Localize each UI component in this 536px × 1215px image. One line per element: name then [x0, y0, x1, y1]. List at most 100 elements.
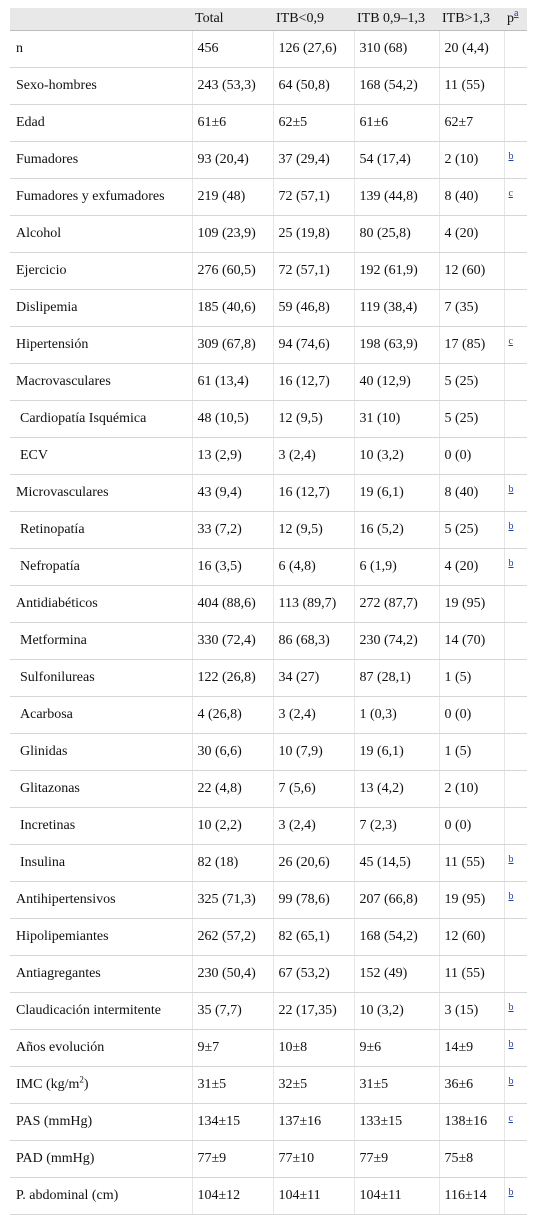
- table-body: n 456 126 (27,6) 310 (68) 20 (4,4) Sexo-hombr…: [10, 30, 527, 1215]
- table-cell: 7 (5,6): [273, 770, 355, 808]
- table-cell: 61 (13,4): [192, 363, 274, 401]
- table-row: Nefropatía 16 (3,5) 6 (4,8) 6 (1,9) 4 (20) b: [10, 548, 527, 586]
- table-cell: 1 (5): [439, 659, 505, 697]
- row-label-text: P. abdominal (cm): [16, 1188, 119, 1203]
- row-label-text: Insulina: [20, 855, 66, 870]
- p-cell: [504, 363, 527, 401]
- table-cell: 17 (85): [439, 326, 505, 364]
- table-cell: 113 (89,7): [273, 585, 355, 623]
- table-cell: 9±7: [192, 1029, 274, 1067]
- row-label-text: Dislipemia: [16, 300, 78, 315]
- table-cell: 230 (74,2): [354, 622, 440, 660]
- table-row: Edad 61±6 62±5 61±6 62±7: [10, 104, 527, 142]
- table-cell: 7 (2,3): [354, 807, 440, 845]
- table-cell: 0 (0): [439, 696, 505, 734]
- row-label-text: Metformina: [20, 633, 87, 648]
- table-cell: 30 (6,6): [192, 733, 274, 771]
- footnote-link[interactable]: b: [508, 854, 514, 865]
- p-cell: [504, 437, 527, 475]
- p-cell: [504, 289, 527, 327]
- table-row: Dislipemia 185 (40,6) 59 (46,8) 119 (38,4) 7…: [10, 289, 527, 327]
- row-label: Nefropatía: [10, 548, 193, 586]
- table-cell: 36±6: [439, 1066, 505, 1104]
- table-row: PAD (mmHg) 77±9 77±10 77±9 75±8: [10, 1140, 527, 1178]
- footnote-link[interactable]: b: [508, 891, 514, 902]
- table-cell: 54 (17,4): [354, 141, 440, 179]
- row-label: Edad: [10, 104, 193, 142]
- row-label: ECV: [10, 437, 193, 475]
- table-cell: 31±5: [354, 1066, 440, 1104]
- table-cell: 310 (68): [354, 30, 440, 68]
- table-cell: 0 (0): [439, 807, 505, 845]
- table-cell: 16 (5,2): [354, 511, 440, 549]
- p-cell: [504, 659, 527, 697]
- row-label-text: Años evolución: [16, 1040, 105, 1055]
- row-label-text: Sulfonilureas: [20, 670, 95, 685]
- row-label-text: Glinidas: [20, 744, 68, 759]
- p-cell: [504, 30, 527, 68]
- p-cell: c: [504, 1103, 527, 1141]
- table-cell: 3 (2,4): [273, 696, 355, 734]
- row-label: Macrovasculares: [10, 363, 193, 401]
- table-cell: 207 (66,8): [354, 881, 440, 919]
- row-label: Incretinas: [10, 807, 193, 845]
- table-cell: 276 (60,5): [192, 252, 274, 290]
- row-label: Fumadores y exfumadores: [10, 178, 193, 216]
- row-label-text: Fumadores: [16, 152, 79, 167]
- footnote-link[interactable]: b: [508, 1187, 514, 1198]
- footnote-link[interactable]: b: [508, 484, 514, 495]
- header-cell-total: Total: [192, 8, 273, 31]
- table-cell: 10 (2,2): [192, 807, 274, 845]
- footnote-link[interactable]: b: [508, 1039, 514, 1050]
- table-cell: 12 (9,5): [273, 400, 355, 438]
- table-cell: 31 (10): [354, 400, 440, 438]
- table-cell: 19 (95): [439, 585, 505, 623]
- table-cell: 5 (25): [439, 363, 505, 401]
- table-cell: 10 (3,2): [354, 437, 440, 475]
- table-cell: 45 (14,5): [354, 844, 440, 882]
- table-cell: 11 (55): [439, 67, 505, 105]
- header-row: Total ITB<0,9 ITB 0,9–1,3 ITB>1,3 pa: [10, 8, 527, 31]
- table-cell: 67 (53,2): [273, 955, 355, 993]
- footnote-link[interactable]: b: [508, 558, 514, 569]
- row-label-text: Nefropatía: [20, 559, 80, 574]
- table-row: Antihipertensivos 325 (71,3) 99 (78,6) 207 …: [10, 881, 527, 919]
- header-cell-itb-low: ITB<0,9: [273, 8, 354, 31]
- table-row: Glitazonas 22 (4,8) 7 (5,6) 13 (4,2) 2 (10): [10, 770, 527, 808]
- row-label-text: Microvasculares: [16, 485, 109, 500]
- table-cell: 77±10: [273, 1140, 355, 1178]
- row-label-text: Macrovasculares: [16, 374, 111, 389]
- p-cell: [504, 67, 527, 105]
- row-label: Cardiopatía Isquémica: [10, 400, 193, 438]
- p-cell: b: [504, 881, 527, 919]
- footnote-link[interactable]: b: [508, 521, 514, 532]
- footnote-link[interactable]: c: [508, 1113, 513, 1124]
- table-cell: 8 (40): [439, 474, 505, 512]
- table-cell: 309 (67,8): [192, 326, 274, 364]
- table-cell: 82 (65,1): [273, 918, 355, 956]
- footnote-link[interactable]: c: [508, 188, 513, 199]
- table-row: ECV 13 (2,9) 3 (2,4) 10 (3,2) 0 (0): [10, 437, 527, 475]
- table-cell: 62±7: [439, 104, 505, 142]
- footnote-link[interactable]: c: [508, 336, 513, 347]
- row-label: Antihipertensivos: [10, 881, 193, 919]
- row-label: P. abdominal (cm): [10, 1177, 193, 1215]
- table-cell: 77±9: [192, 1140, 274, 1178]
- row-label-text: n: [16, 41, 23, 56]
- row-label: Acarbosa: [10, 696, 193, 734]
- table-row: Sulfonilureas 122 (26,8) 34 (27) 87 (28,1) 1…: [10, 659, 527, 697]
- table-cell: 3 (2,4): [273, 437, 355, 475]
- table-cell: 34 (27): [273, 659, 355, 697]
- footnote-link[interactable]: b: [508, 1002, 514, 1013]
- row-label: Hipolipemiantes: [10, 918, 193, 956]
- table-cell: 82 (18): [192, 844, 274, 882]
- table-cell: 185 (40,6): [192, 289, 274, 327]
- footnote-link[interactable]: b: [508, 1076, 514, 1087]
- table-cell: 22 (17,35): [273, 992, 355, 1030]
- footnote-link[interactable]: b: [508, 151, 514, 162]
- table-cell: 75±8: [439, 1140, 505, 1178]
- table-cell: 19 (6,1): [354, 474, 440, 512]
- footnote-link[interactable]: a: [514, 8, 519, 20]
- row-label-text: Antihipertensivos: [16, 892, 116, 907]
- table-cell: 14±9: [439, 1029, 505, 1067]
